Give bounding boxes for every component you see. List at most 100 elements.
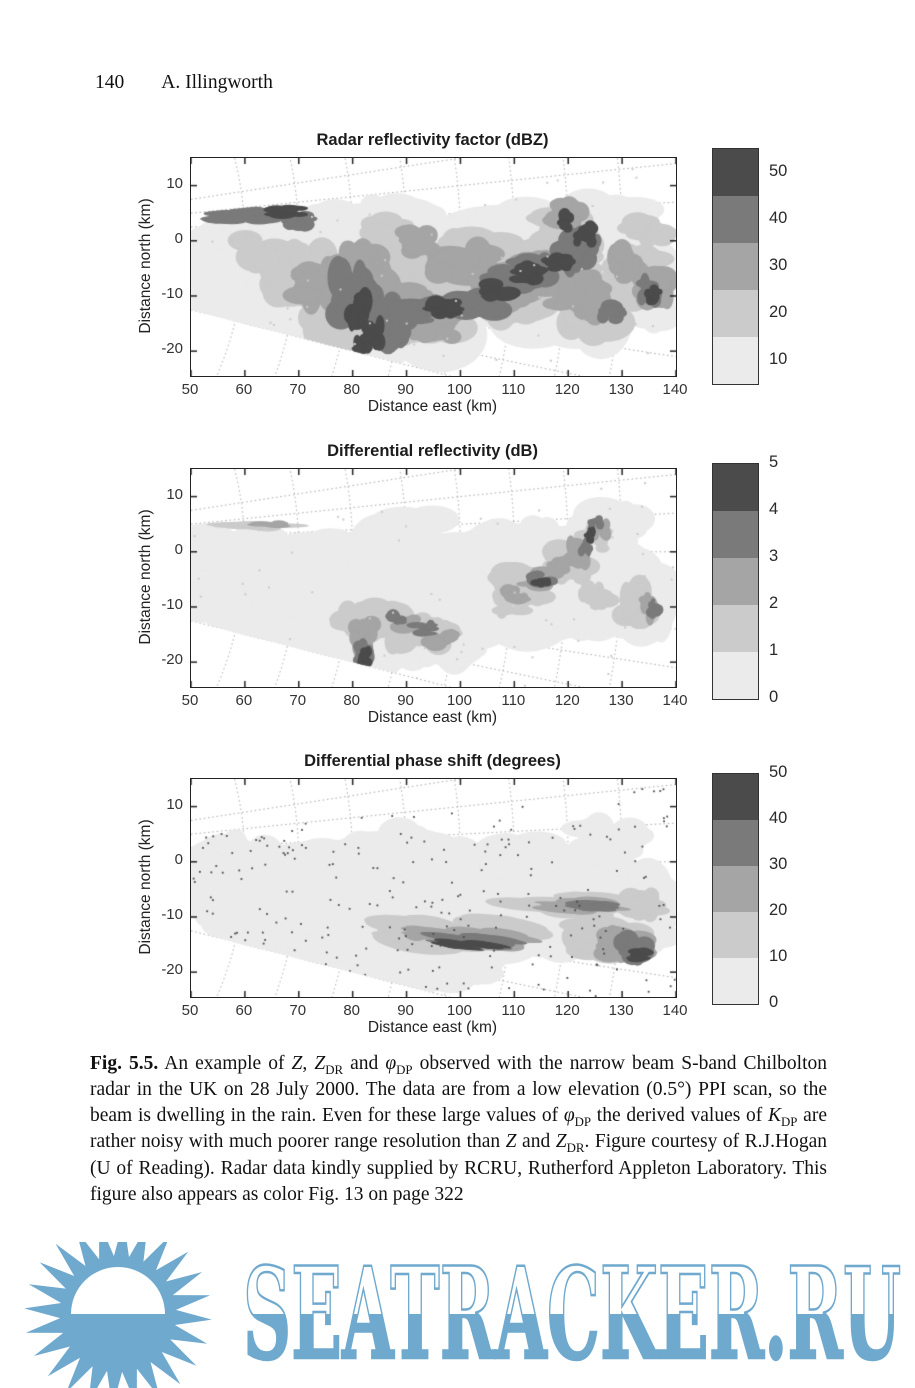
x-tick-label: 70 [289,1002,307,1019]
y-tick-label: 0 [174,850,183,868]
colorbar-band [713,558,758,605]
plot-canvas [191,158,676,376]
x-tick-label: 100 [446,1002,472,1019]
colorbar-band [713,912,758,958]
sun-over-sea-icon [24,1242,212,1388]
plot-area [190,778,677,998]
colorbar-tick-label: 40 [769,208,788,227]
x-tick-label: 120 [554,692,580,709]
x-tick-label: 100 [446,381,472,398]
x-axis-label: Distance east (km) [367,398,498,415]
x-tick-label: 130 [608,692,634,709]
y-tick-label: 0 [174,540,183,558]
x-tick-label: 140 [662,1002,688,1019]
y-tick-label: -10 [161,905,183,923]
colorbar-band [713,866,758,912]
colorbar [712,148,759,385]
colorbar-tick-label: 50 [769,161,788,180]
x-tick-label: 100 [446,692,472,709]
colorbar-band [713,511,758,558]
page-header: 140 A. Illingworth [95,72,273,94]
x-axis-label: Distance east (km) [367,1019,498,1036]
colorbar [712,773,759,1005]
x-tick-label: 80 [343,692,360,709]
y-tick-label: 10 [166,174,183,192]
x-tick-label: 60 [235,1002,253,1019]
colorbar-tick-label: 3 [769,547,779,565]
x-tick-label: 140 [662,692,688,709]
colorbar-band [713,774,758,820]
watermark-text: SEATRACKER.RU [243,1242,901,1388]
y-tick-label: -20 [161,961,183,979]
figure-block: Differential reflectivity (dB) Distance … [0,442,915,742]
colorbar-tick-label: 0 [769,688,779,706]
colorbar-tick-label: 5 [769,453,779,471]
colorbar-tick-label: 30 [769,255,788,274]
colorbar-tick-label: 30 [769,855,788,873]
y-tick-label: -10 [161,595,183,613]
x-tick-label: 60 [235,381,253,398]
running-author: A. Illingworth [161,72,273,93]
figure-title: Differential reflectivity (dB) [327,442,538,460]
colorbar-band [713,290,758,337]
x-tick-label: 110 [501,1002,526,1019]
colorbar-tick-label: 2 [769,594,779,612]
plot-canvas [191,779,676,997]
x-axis-label: Distance east (km) [367,709,498,726]
figure-title: Radar reflectivity factor (dBZ) [316,131,549,149]
figure-title: Differential phase shift (degrees) [304,752,561,770]
x-tick-label: 130 [608,1002,634,1019]
plot-area [190,157,677,377]
colorbar-tick-label: 20 [769,302,788,321]
x-tick-label: 80 [343,1002,360,1019]
x-tick-label: 110 [501,381,526,398]
colorbar-band [713,958,758,1004]
colorbar-band [713,820,758,866]
colorbar-band [713,243,758,290]
page-number: 140 [95,72,125,93]
colorbar-tick-label: 0 [769,993,779,1011]
x-tick-label: 140 [662,381,688,398]
colorbar-band [713,337,758,384]
x-tick-label: 70 [289,692,307,709]
y-tick-label: -10 [161,284,183,302]
colorbar-tick-label: 1 [769,641,779,659]
colorbar-band [713,464,758,511]
colorbar-tick-label: 10 [769,349,788,368]
colorbar-tick-label: 4 [769,500,779,518]
y-tick-label: 10 [166,485,183,503]
x-tick-label: 50 [181,381,199,398]
x-tick-label: 60 [235,692,253,709]
x-tick-label: 110 [501,692,526,709]
colorbar-band [713,149,758,196]
x-tick-label: 90 [397,692,414,709]
watermark: SEATRACKER.RU [24,1242,902,1388]
figure-caption: Fig. 5.5. An example of Z, ZDR and φDP o… [90,1053,827,1205]
x-tick-label: 90 [397,381,414,398]
y-tick-label: -20 [161,340,183,358]
x-tick-label: 90 [397,1002,414,1019]
colorbar-tick-label: 40 [769,809,788,827]
plot-area [190,468,677,688]
colorbar-tick-label: 10 [769,947,788,965]
figure-block: Radar reflectivity factor (dBZ) Distance… [0,131,915,431]
colorbar-band [713,652,758,699]
colorbar-tick-label: 50 [769,763,788,781]
x-tick-label: 50 [181,1002,199,1019]
x-tick-label: 70 [289,381,307,398]
figure-block: Differential phase shift (degrees) Dista… [0,752,915,1052]
plot-canvas [191,469,676,687]
x-tick-label: 120 [554,381,580,398]
colorbar-band [713,196,758,243]
x-tick-label: 50 [181,692,199,709]
x-tick-label: 80 [343,381,360,398]
y-tick-label: 0 [174,229,183,247]
y-tick-label: -20 [161,651,183,669]
colorbar-tick-label: 20 [769,901,788,919]
colorbar-band [713,605,758,652]
x-tick-label: 120 [554,1002,580,1019]
colorbar [712,463,759,700]
y-tick-label: 10 [166,795,183,813]
x-tick-label: 130 [608,381,634,398]
